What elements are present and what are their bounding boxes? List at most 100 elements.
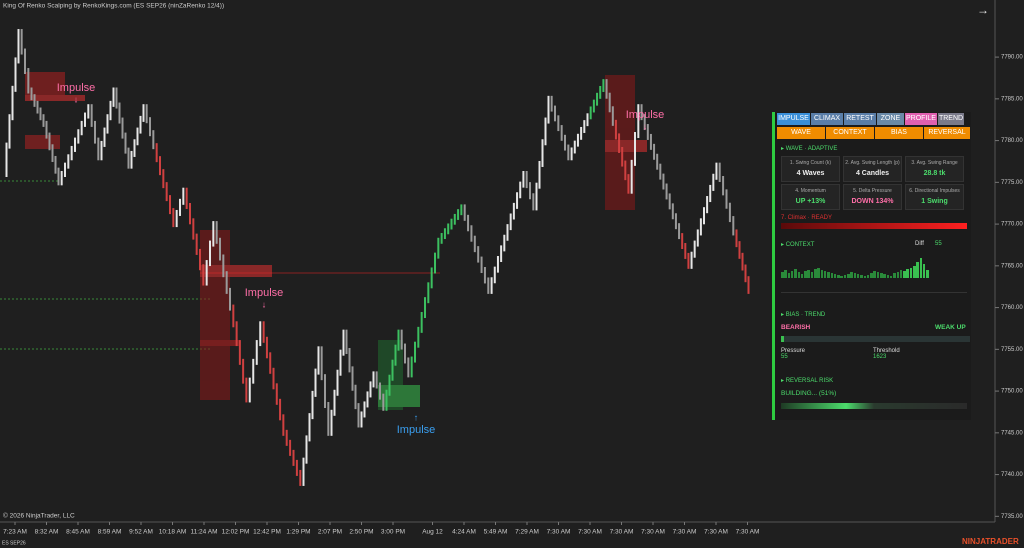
context-bar (823, 271, 827, 278)
renko-brick (608, 92, 611, 113)
bias-bar (781, 336, 970, 342)
x-tick-label: 11:24 AM (191, 529, 218, 536)
renko-brick (305, 435, 308, 464)
renko-brick (500, 245, 503, 263)
copyright: © 2026 NinjaTrader, LLC (3, 512, 75, 520)
x-tick-label: 2:07 PM (318, 529, 342, 536)
renko-brick (212, 221, 215, 247)
renko-brick (39, 107, 42, 121)
renko-brick (703, 207, 705, 225)
x-tick-label: 3:00 PM (381, 529, 405, 536)
renko-brick (547, 95, 550, 124)
context-bar (886, 275, 890, 278)
context-bar (922, 264, 926, 278)
climax-label: 7. Climax · READY (781, 215, 833, 221)
renko-brick (366, 391, 369, 408)
renko-brick (473, 235, 476, 253)
renko-brick (430, 267, 433, 289)
renko-brick (255, 340, 258, 365)
context-bar (893, 273, 896, 278)
renko-brick (369, 381, 372, 398)
renko-brick (690, 251, 693, 269)
subtab[interactable]: BIAS (875, 127, 923, 139)
context-bar (784, 270, 787, 278)
context-bar (856, 274, 860, 278)
renko-brick (529, 182, 531, 200)
tab[interactable]: TREND (938, 113, 964, 125)
tab[interactable]: ZONE (877, 113, 904, 125)
context-bar (880, 273, 883, 278)
renko-brick (282, 414, 285, 436)
renko-brick (738, 241, 741, 259)
renko-brick (24, 48, 26, 75)
renko-brick (554, 105, 556, 122)
renko-brick (709, 184, 712, 203)
renko-brick (30, 87, 33, 101)
renko-brick (169, 195, 171, 215)
y-tick-label: 7780.00 (1001, 138, 1023, 144)
tab[interactable]: RETEST (844, 113, 876, 125)
renko-brick (662, 173, 665, 190)
renko-brick (295, 459, 298, 476)
close-arrow[interactable]: → (977, 3, 989, 17)
subtab[interactable]: REVERSAL (924, 127, 970, 139)
renko-brick (269, 352, 272, 374)
context-bar (903, 271, 906, 278)
renko-brick (665, 183, 668, 200)
stat-value: UP +13% (795, 198, 826, 205)
renko-brick (118, 102, 121, 124)
context-bar (817, 268, 820, 278)
context-bar (866, 275, 870, 278)
context-bar (916, 262, 919, 278)
renko-brick (637, 104, 640, 139)
renko-brick (351, 366, 354, 391)
renko-brick (179, 198, 181, 216)
renko-brick (152, 130, 155, 150)
renko-brick (327, 402, 330, 436)
x-tick-label: Aug 12 (422, 529, 443, 536)
y-tick-label: 7745.00 (1001, 430, 1023, 436)
renko-brick (182, 187, 185, 205)
subtab[interactable]: WAVE (777, 127, 825, 139)
renko-brick (242, 358, 245, 384)
renko-brick (162, 169, 165, 189)
renko-brick (124, 132, 127, 154)
renko-brick (470, 225, 473, 242)
renko-brick (567, 144, 570, 161)
renko-brick (265, 336, 268, 359)
renko-brick (580, 126, 583, 140)
renko-brick (192, 218, 195, 240)
subtab[interactable]: CONTEXT (826, 127, 874, 139)
renko-brick (100, 140, 103, 161)
renko-brick (744, 264, 747, 283)
tab[interactable]: CLIMAX (811, 113, 843, 125)
renko-brick (289, 439, 292, 456)
stat-label: 1. Swing Count (k) (789, 160, 832, 166)
tab[interactable]: PROFILE (905, 113, 937, 125)
renko-brick (586, 113, 589, 127)
renko-brick (735, 229, 738, 248)
renko-brick (596, 92, 599, 106)
renko-brick (142, 104, 145, 122)
stat-box: 6. Directional Impulses 1 Swing (905, 184, 964, 210)
annotation: Impulse (245, 287, 284, 299)
renko-brick (583, 120, 586, 133)
renko-brick (84, 112, 86, 127)
renko-brick (576, 133, 579, 147)
renko-brick (279, 398, 282, 421)
renko-brick (605, 79, 608, 99)
renko-brick (646, 124, 649, 140)
tab[interactable]: IMPULSE (777, 113, 810, 125)
x-tick-label: 1:29 PM (286, 529, 310, 536)
renko-brick (696, 229, 699, 247)
bias-left: BEARISH (781, 324, 811, 331)
annotation: Impulse (57, 82, 96, 94)
context-bar (873, 271, 876, 278)
renko-brick (225, 271, 228, 294)
renko-brick (668, 193, 671, 210)
context-bar (863, 276, 866, 278)
renko-brick (262, 321, 265, 343)
renko-brick (417, 326, 420, 348)
renko-brick (299, 469, 302, 486)
renko-brick (722, 176, 725, 196)
